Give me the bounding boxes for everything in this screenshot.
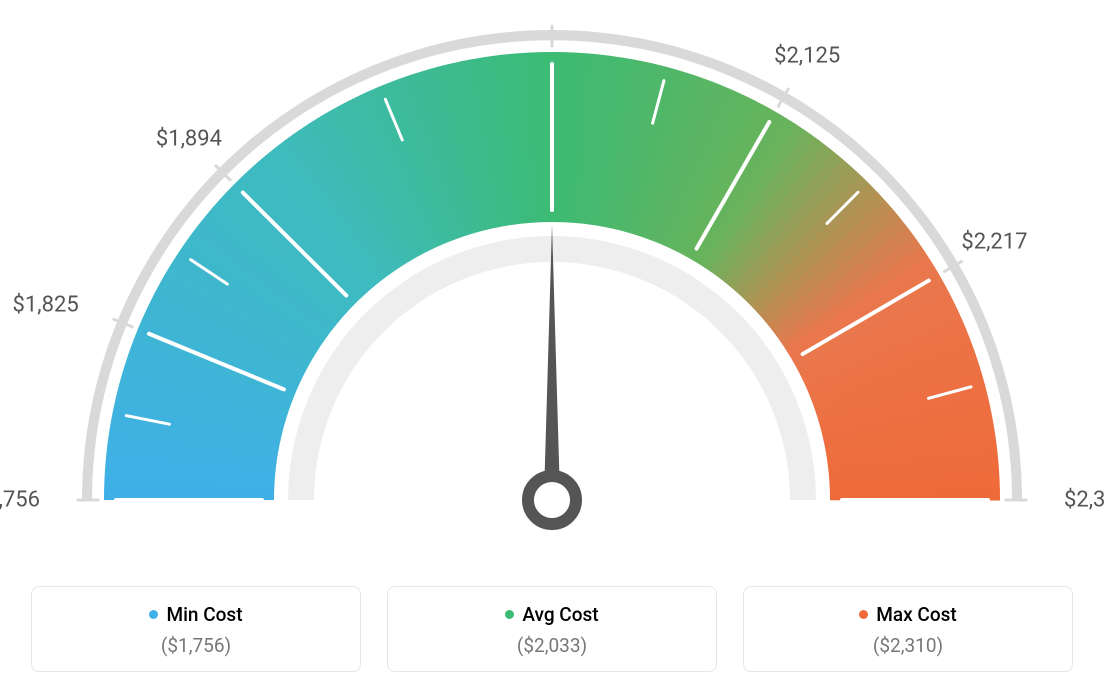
legend-label: Min Cost — [166, 603, 242, 626]
gauge-tick-label: $2,310 — [1064, 488, 1104, 513]
gauge-tick-label: $1,756 — [0, 488, 40, 513]
legend-label: Max Cost — [876, 603, 956, 626]
legend-value: ($2,310) — [744, 634, 1072, 657]
legend-row: Min Cost ($1,756) Avg Cost ($2,033) Max … — [0, 586, 1104, 672]
legend-card-max: Max Cost ($2,310) — [743, 586, 1073, 672]
legend-label: Avg Cost — [522, 603, 598, 626]
legend-title: Avg Cost — [388, 603, 716, 626]
legend-dot-icon — [149, 610, 158, 619]
legend-value: ($1,756) — [32, 634, 360, 657]
gauge-tick-label: $1,894 — [156, 126, 222, 151]
gauge-chart: $1,756$1,825$1,894$2,033$2,125$2,217$2,3… — [0, 0, 1104, 560]
gauge-svg — [0, 0, 1104, 560]
gauge-tick-label: $2,217 — [961, 230, 1027, 255]
legend-card-avg: Avg Cost ($2,033) — [387, 586, 717, 672]
legend-dot-icon — [505, 610, 514, 619]
legend-title: Min Cost — [32, 603, 360, 626]
legend-title: Max Cost — [744, 603, 1072, 626]
legend-value: ($2,033) — [388, 634, 716, 657]
legend-card-min: Min Cost ($1,756) — [31, 586, 361, 672]
gauge-tick-label: $2,125 — [774, 44, 840, 69]
legend-dot-icon — [859, 610, 868, 619]
gauge-tick-label: $1,825 — [13, 292, 79, 317]
